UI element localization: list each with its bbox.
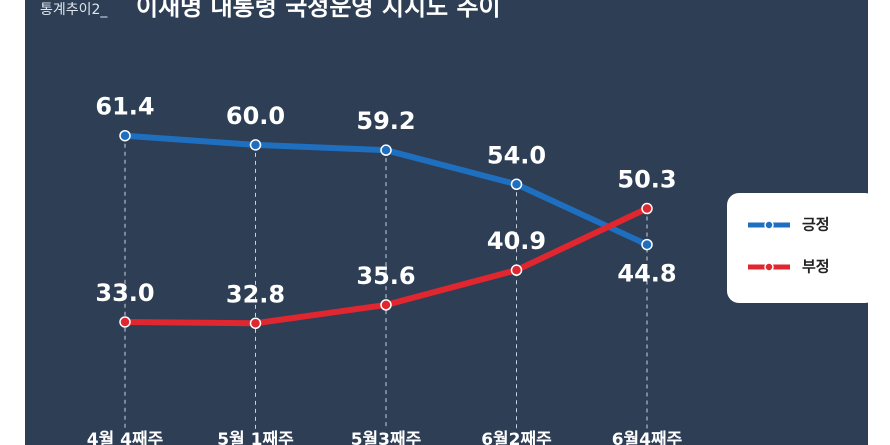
legend-marker: [764, 262, 774, 272]
data-label: 54.0: [487, 141, 546, 169]
legend-label: 부정: [802, 258, 830, 276]
data-label: 32.8: [226, 280, 285, 308]
point: [641, 238, 653, 251]
x-tick-label: 5월 1째주: [217, 430, 294, 445]
data-label: 61.4: [95, 93, 154, 121]
data-label: 35.6: [356, 262, 415, 290]
point: [641, 202, 653, 215]
data-label: 33.0: [95, 279, 154, 307]
data-label: 59.2: [356, 107, 415, 135]
data-label: 60.0: [226, 102, 285, 130]
x-tick-label: 6월4째주: [612, 430, 683, 445]
x-tick-label: 5월3째주: [351, 430, 422, 445]
title-tag: 통계추이2_: [40, 2, 108, 18]
legend-box: [727, 193, 877, 303]
point: [249, 139, 262, 151]
data-label: 40.9: [487, 227, 546, 255]
data-label: 44.8: [617, 260, 676, 288]
point: [510, 264, 523, 276]
x-tick-label: 4월 4째주: [87, 430, 164, 445]
legend-marker: [764, 220, 774, 230]
point: [380, 144, 392, 156]
legend-label: 긍정: [802, 216, 830, 234]
point: [119, 316, 131, 328]
point: [380, 299, 392, 311]
point: [119, 129, 131, 142]
point: [249, 317, 262, 330]
x-tick-label: 6월2째주: [481, 430, 552, 445]
point: [510, 178, 523, 191]
data-label: 50.3: [617, 166, 676, 194]
chart-title: 이재명 대통령 국정운영 지지도 추이: [136, 0, 501, 21]
